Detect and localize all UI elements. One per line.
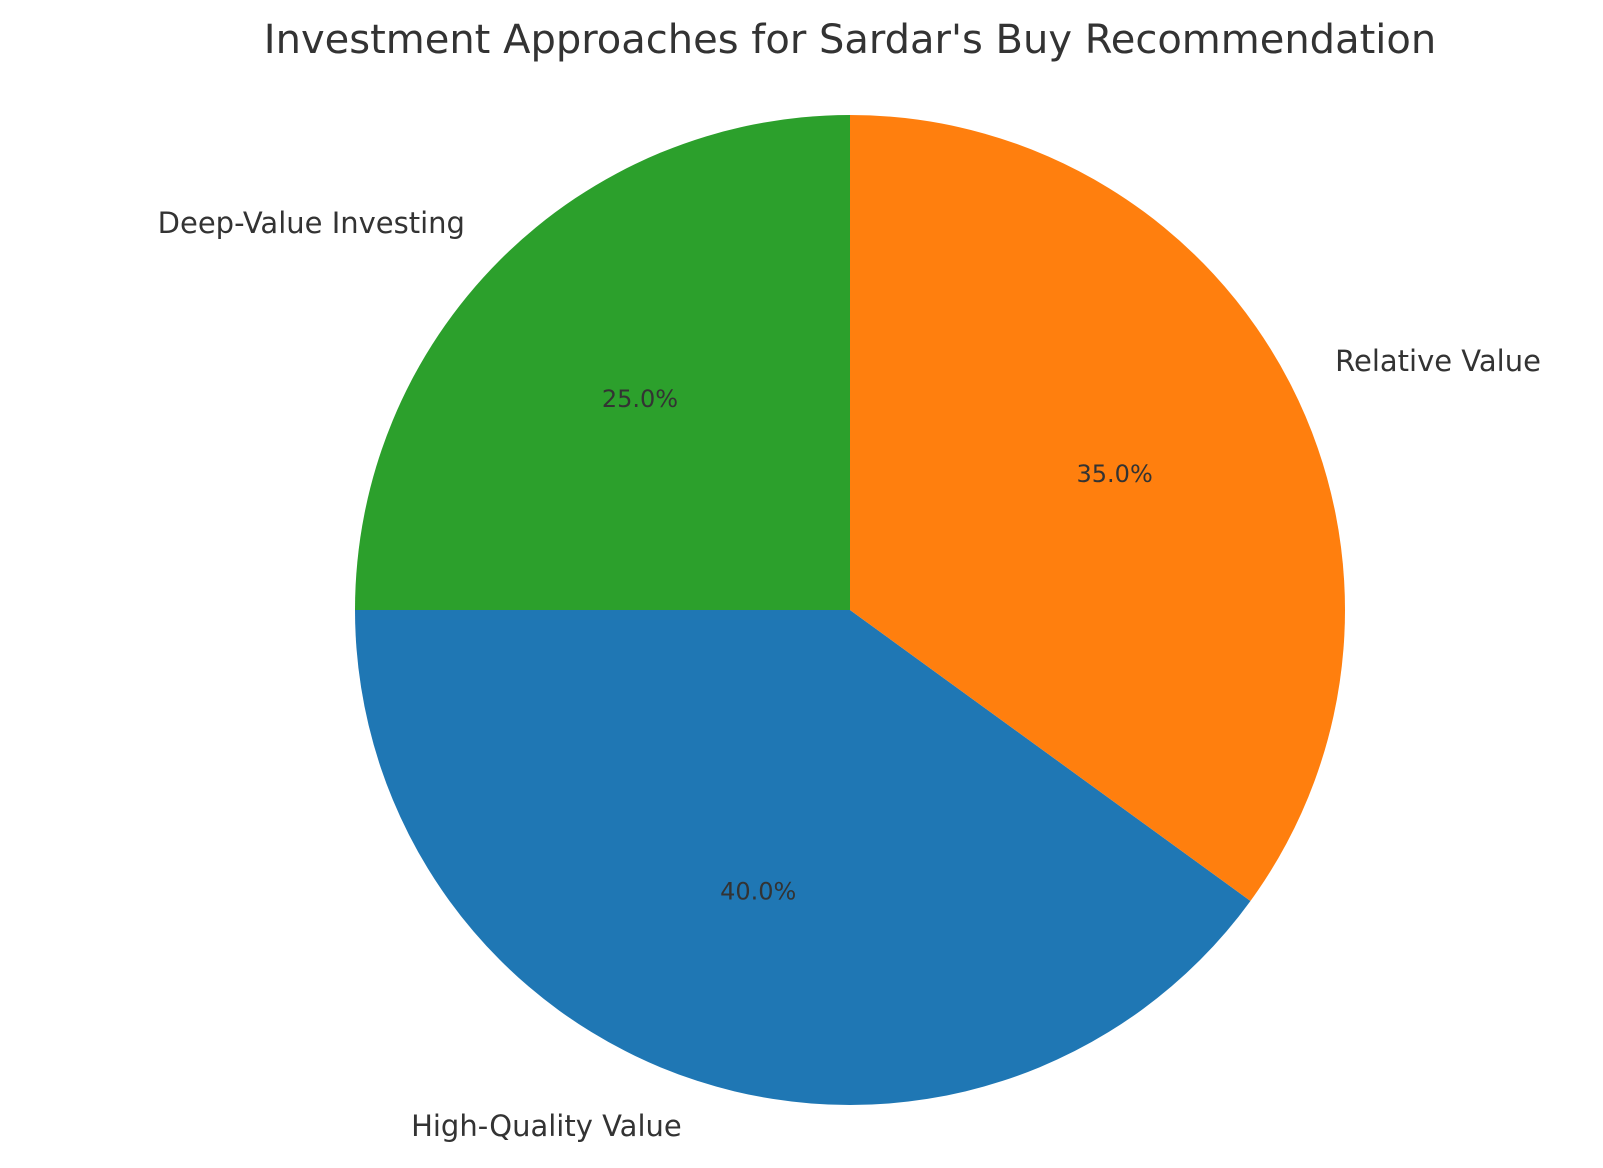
pie-labels: Deep-Value Investing 25.0% High-Quality Va… — [158, 206, 1541, 1143]
slice-label-deep-value-investing: Deep-Value Investing — [158, 206, 465, 240]
pie-slice-high-quality-value — [355, 610, 1251, 1106]
pct-label-relative-value: 35.0% — [1077, 460, 1153, 488]
slice-label-high-quality-value: High-Quality Value — [411, 1109, 682, 1143]
pie-slice-deep-value-investing — [355, 115, 850, 610]
chart-title: Investment Approaches for Sardar's Buy R… — [264, 17, 1436, 63]
pie-slices — [355, 115, 1345, 1106]
pie-slice-relative-value — [850, 115, 1345, 901]
pct-label-deep-value-investing: 25.0% — [602, 385, 678, 413]
slice-label-relative-value: Relative Value — [1335, 344, 1541, 378]
pct-label-high-quality-value: 40.0% — [720, 877, 796, 905]
